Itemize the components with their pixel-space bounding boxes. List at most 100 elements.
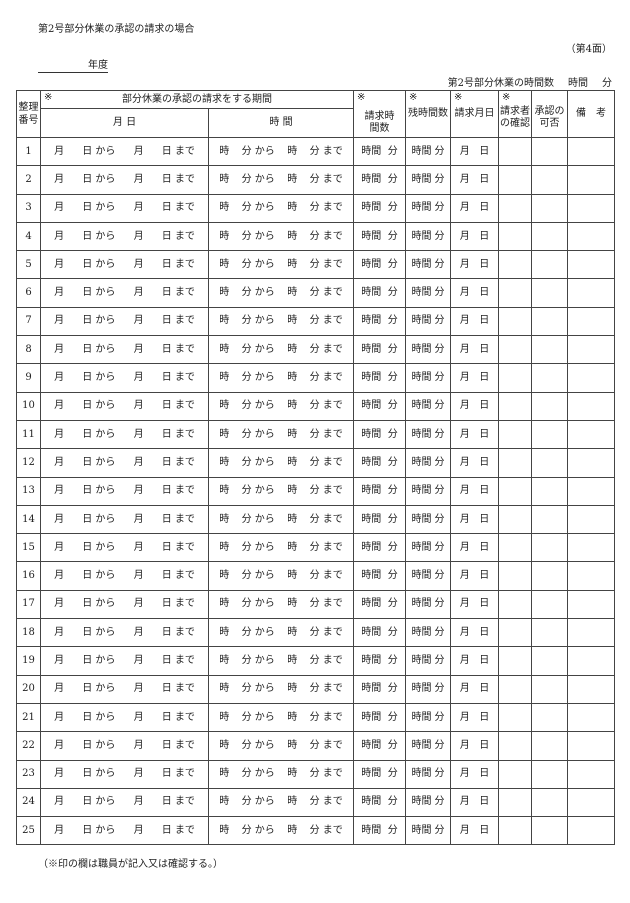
requester-confirm-cell[interactable] <box>498 702 532 733</box>
date-cell[interactable]: 月 日 から 月 日 まで <box>40 221 209 252</box>
date-cell[interactable]: 月 日 から 月 日 まで <box>40 759 209 789</box>
request-date-cell[interactable]: 月日 <box>450 702 499 733</box>
date-cell[interactable]: 月 日 から 月 日 まで <box>40 136 209 167</box>
requester-confirm-cell[interactable] <box>498 816 532 846</box>
requester-confirm-cell[interactable] <box>498 731 532 761</box>
request-date-cell[interactable]: 月日 <box>450 221 499 252</box>
remarks-cell[interactable] <box>567 448 615 478</box>
requested-hours-cell[interactable]: 時間分 <box>353 136 406 167</box>
remarks-cell[interactable] <box>567 702 615 733</box>
requester-confirm-cell[interactable] <box>498 306 532 337</box>
remarks-cell[interactable] <box>567 419 615 450</box>
requester-confirm-cell[interactable] <box>498 136 532 167</box>
date-cell[interactable]: 月 日 から 月 日 まで <box>40 702 209 733</box>
time-cell[interactable]: 時分 から時分 まで <box>208 561 354 591</box>
approval-cell[interactable] <box>531 476 568 506</box>
remaining-hours-cell[interactable]: 時間分 <box>405 646 451 676</box>
remaining-hours-cell[interactable]: 時間分 <box>405 391 451 421</box>
date-cell[interactable]: 月 日 から 月 日 まで <box>40 533 209 563</box>
requester-confirm-cell[interactable] <box>498 448 532 478</box>
remaining-hours-cell[interactable]: 時間分 <box>405 618 451 648</box>
approval-cell[interactable] <box>531 165 568 195</box>
time-cell[interactable]: 時分 から時分 まで <box>208 306 354 337</box>
requested-hours-cell[interactable]: 時間分 <box>353 448 406 478</box>
requester-confirm-cell[interactable] <box>498 589 532 620</box>
time-cell[interactable]: 時分 から時分 まで <box>208 646 354 676</box>
time-cell[interactable]: 時分 から時分 まで <box>208 674 354 704</box>
approval-cell[interactable] <box>531 589 568 620</box>
time-cell[interactable]: 時分 から時分 まで <box>208 419 354 450</box>
time-cell[interactable]: 時分 から時分 まで <box>208 165 354 195</box>
request-date-cell[interactable]: 月日 <box>450 533 499 563</box>
remarks-cell[interactable] <box>567 561 615 591</box>
remaining-hours-cell[interactable]: 時間分 <box>405 731 451 761</box>
date-cell[interactable]: 月 日 から 月 日 まで <box>40 646 209 676</box>
date-cell[interactable]: 月 日 から 月 日 まで <box>40 731 209 761</box>
requested-hours-cell[interactable]: 時間分 <box>353 787 406 818</box>
time-cell[interactable]: 時分 から時分 まで <box>208 250 354 280</box>
date-cell[interactable]: 月 日 から 月 日 まで <box>40 816 209 846</box>
request-date-cell[interactable]: 月日 <box>450 504 499 535</box>
remaining-hours-cell[interactable]: 時間分 <box>405 448 451 478</box>
remarks-cell[interactable] <box>567 335 615 365</box>
request-date-cell[interactable]: 月日 <box>450 787 499 818</box>
remarks-cell[interactable] <box>567 504 615 535</box>
approval-cell[interactable] <box>531 391 568 421</box>
approval-cell[interactable] <box>531 533 568 563</box>
date-cell[interactable]: 月 日 から 月 日 まで <box>40 674 209 704</box>
request-date-cell[interactable]: 月日 <box>450 589 499 620</box>
remaining-hours-cell[interactable]: 時間分 <box>405 702 451 733</box>
remarks-cell[interactable] <box>567 816 615 846</box>
remarks-cell[interactable] <box>567 589 615 620</box>
requested-hours-cell[interactable]: 時間分 <box>353 476 406 506</box>
requested-hours-cell[interactable]: 時間分 <box>353 646 406 676</box>
requested-hours-cell[interactable]: 時間分 <box>353 504 406 535</box>
requested-hours-cell[interactable]: 時間分 <box>353 702 406 733</box>
approval-cell[interactable] <box>531 759 568 789</box>
requested-hours-cell[interactable]: 時間分 <box>353 335 406 365</box>
approval-cell[interactable] <box>531 250 568 280</box>
requester-confirm-cell[interactable] <box>498 759 532 789</box>
remarks-cell[interactable] <box>567 221 615 252</box>
remaining-hours-cell[interactable]: 時間分 <box>405 759 451 789</box>
requester-confirm-cell[interactable] <box>498 561 532 591</box>
remaining-hours-cell[interactable]: 時間分 <box>405 589 451 620</box>
remaining-hours-cell[interactable]: 時間分 <box>405 419 451 450</box>
date-cell[interactable]: 月 日 から 月 日 まで <box>40 787 209 818</box>
requester-confirm-cell[interactable] <box>498 165 532 195</box>
request-date-cell[interactable]: 月日 <box>450 476 499 506</box>
approval-cell[interactable] <box>531 787 568 818</box>
time-cell[interactable]: 時分 から時分 まで <box>208 391 354 421</box>
date-cell[interactable]: 月 日 から 月 日 まで <box>40 250 209 280</box>
time-cell[interactable]: 時分 から時分 まで <box>208 504 354 535</box>
approval-cell[interactable] <box>531 335 568 365</box>
approval-cell[interactable] <box>531 193 568 223</box>
requester-confirm-cell[interactable] <box>498 250 532 280</box>
remaining-hours-cell[interactable]: 時間分 <box>405 221 451 252</box>
date-cell[interactable]: 月 日 から 月 日 まで <box>40 165 209 195</box>
time-cell[interactable]: 時分 から時分 まで <box>208 193 354 223</box>
approval-cell[interactable] <box>531 448 568 478</box>
approval-cell[interactable] <box>531 136 568 167</box>
requester-confirm-cell[interactable] <box>498 419 532 450</box>
requester-confirm-cell[interactable] <box>498 193 532 223</box>
remaining-hours-cell[interactable]: 時間分 <box>405 250 451 280</box>
approval-cell[interactable] <box>531 306 568 337</box>
remaining-hours-cell[interactable]: 時間分 <box>405 504 451 535</box>
remarks-cell[interactable] <box>567 674 615 704</box>
approval-cell[interactable] <box>531 731 568 761</box>
date-cell[interactable]: 月 日 から 月 日 まで <box>40 306 209 337</box>
request-date-cell[interactable]: 月日 <box>450 419 499 450</box>
remarks-cell[interactable] <box>567 533 615 563</box>
approval-cell[interactable] <box>531 702 568 733</box>
approval-cell[interactable] <box>531 419 568 450</box>
time-cell[interactable]: 時分 から時分 まで <box>208 448 354 478</box>
remarks-cell[interactable] <box>567 250 615 280</box>
time-cell[interactable]: 時分 から時分 まで <box>208 221 354 252</box>
request-date-cell[interactable]: 月日 <box>450 448 499 478</box>
remaining-hours-cell[interactable]: 時間分 <box>405 476 451 506</box>
requested-hours-cell[interactable]: 時間分 <box>353 278 406 308</box>
time-cell[interactable]: 時分 から時分 まで <box>208 787 354 818</box>
requested-hours-cell[interactable]: 時間分 <box>353 363 406 393</box>
remarks-cell[interactable] <box>567 646 615 676</box>
